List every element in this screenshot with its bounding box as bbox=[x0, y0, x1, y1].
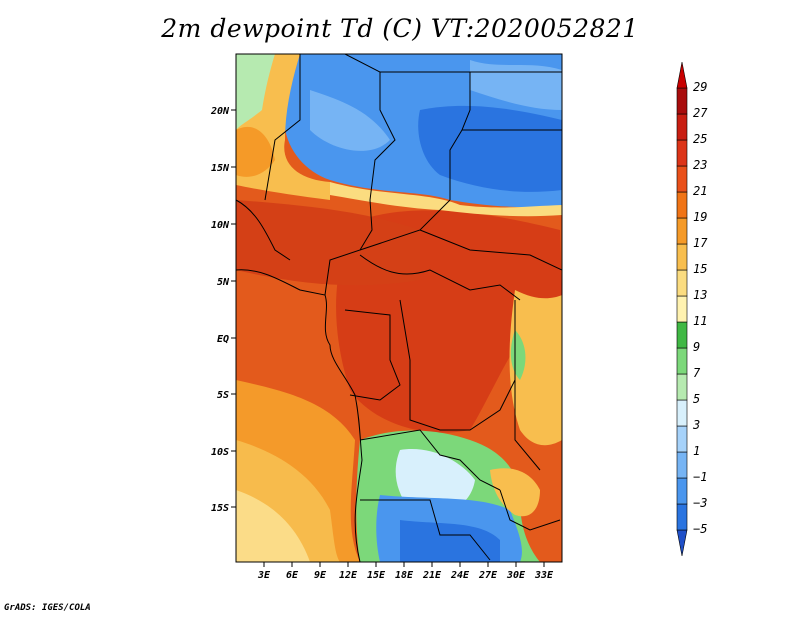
colorbar-swatch bbox=[676, 373, 688, 401]
x-tick-label: 18E bbox=[395, 570, 414, 581]
colorbar-swatch bbox=[676, 321, 688, 349]
credit-label: GrADS: IGES/COLA bbox=[4, 603, 91, 613]
colorbar-swatch bbox=[676, 217, 688, 245]
map-title: 2m dewpoint Td (C) VT:2020052821 bbox=[161, 14, 639, 43]
colorbar-label: 5 bbox=[693, 392, 700, 406]
colorbar-swatch bbox=[676, 451, 688, 479]
dewpoint-field bbox=[236, 54, 562, 562]
colorbar-swatch bbox=[676, 477, 688, 505]
colorbar-swatch bbox=[676, 295, 688, 323]
y-tick-label: 15N bbox=[211, 163, 230, 174]
map-frame bbox=[235, 53, 563, 563]
colorbar-label: 3 bbox=[692, 418, 700, 432]
colorbar-label: 17 bbox=[693, 236, 708, 250]
colorbar-label: 25 bbox=[693, 132, 707, 146]
colorbar-label: 1 bbox=[693, 444, 700, 458]
x-tick-label: 9E bbox=[314, 570, 327, 581]
x-tick-label: 12E bbox=[339, 570, 358, 581]
colorbar-label: 15 bbox=[693, 262, 707, 276]
x-tick-label: 6E bbox=[286, 570, 299, 581]
x-tick-label: 15E bbox=[367, 570, 386, 581]
colorbar-swatch bbox=[676, 529, 688, 557]
x-tick-label: 21E bbox=[422, 570, 442, 581]
colorbar-swatch bbox=[676, 113, 688, 141]
colorbar-label: −3 bbox=[693, 496, 707, 510]
y-tick-label: EQ bbox=[217, 334, 229, 345]
colorbar-label: −5 bbox=[693, 522, 707, 536]
colorbar-label: 23 bbox=[693, 158, 707, 172]
colorbar-swatch bbox=[676, 165, 688, 193]
colorbar-swatch bbox=[676, 191, 688, 219]
x-tick-label: 30E bbox=[506, 570, 526, 581]
colorbar-swatch bbox=[676, 503, 688, 531]
colorbar-swatch bbox=[676, 425, 688, 453]
colorbar-swatch bbox=[676, 243, 688, 271]
colorbar-swatch bbox=[676, 269, 688, 297]
y-tick-label: 20N bbox=[210, 106, 230, 117]
colorbar-label: 11 bbox=[693, 314, 707, 328]
colorbar-label: −1 bbox=[693, 470, 707, 484]
colorbar-swatch bbox=[676, 399, 688, 427]
y-tick-label: 5S bbox=[217, 390, 229, 401]
colorbar-label: 13 bbox=[693, 288, 707, 302]
colorbar-swatch bbox=[676, 347, 688, 375]
x-tick-label: 33E bbox=[534, 570, 554, 581]
colorbar-swatch bbox=[676, 139, 688, 167]
x-tick-label: 27E bbox=[478, 570, 498, 581]
y-tick-label: 5N bbox=[217, 277, 230, 288]
colorbar-label: 27 bbox=[693, 106, 708, 120]
y-tick-label: 15S bbox=[211, 503, 229, 514]
x-tick-label: 3E bbox=[257, 570, 271, 581]
colorbar-swatch bbox=[676, 87, 688, 115]
colorbar-label: 29 bbox=[693, 80, 707, 94]
colorbar-swatch bbox=[676, 61, 688, 89]
y-tick-label: 10S bbox=[211, 447, 229, 458]
y-tick-label: 10N bbox=[211, 220, 230, 231]
colorbar-label: 21 bbox=[693, 184, 707, 198]
colorbar-segments bbox=[676, 61, 688, 557]
colorbar-label: 9 bbox=[693, 340, 700, 354]
colorbar-label: 19 bbox=[693, 210, 707, 224]
x-tick-label: 24E bbox=[450, 570, 470, 581]
colorbar-label: 7 bbox=[693, 366, 701, 380]
